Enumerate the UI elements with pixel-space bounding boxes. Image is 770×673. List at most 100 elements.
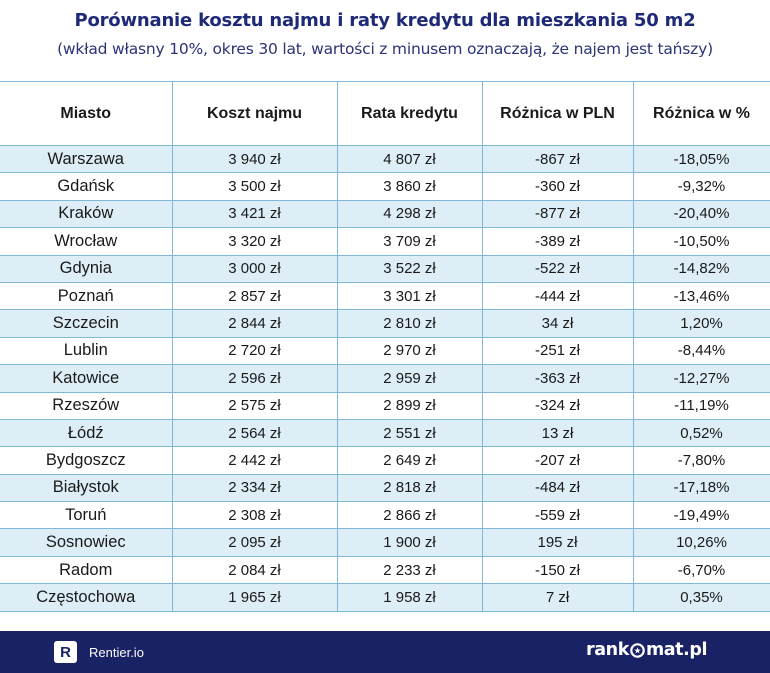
city-cell: Warszawa [0, 144, 172, 173]
diff-pln-cell: 13 zł [481, 418, 633, 447]
column-header-loan: Rata kredytu [336, 81, 482, 146]
diff-percent-cell: 0,35% [632, 583, 770, 612]
table-row: Gdynia 3 000 zł 3 522 zł -522 zł -14,82% [0, 254, 770, 283]
loan-cell: 1 900 zł [336, 528, 482, 557]
city-cell: Kraków [0, 199, 172, 228]
city-cell: Katowice [0, 364, 172, 393]
rankomat-brand-part2: mat.pl [645, 640, 708, 660]
loan-cell: 2 899 zł [336, 391, 482, 420]
table-row: Wrocław 3 320 zł 3 709 zł -389 zł -10,50% [0, 227, 770, 256]
diff-percent-cell: -8,44% [632, 336, 770, 365]
table-row: Bydgoszcz 2 442 zł 2 649 zł -207 zł -7,80% [0, 446, 770, 475]
diff-percent-cell: -10,50% [632, 227, 770, 256]
diff-percent-cell: -7,80% [632, 446, 770, 475]
table-header-row: Miasto Koszt najmu Rata kredytu Różnica … [0, 81, 770, 146]
rentier-brand[interactable]: R Rentier.io [54, 641, 144, 663]
rent-cell: 2 308 zł [171, 501, 337, 529]
rent-cell: 2 564 zł [171, 418, 337, 447]
comparison-table: Miasto Koszt najmu Rata kredytu Różnica … [0, 81, 770, 612]
loan-cell: 3 709 zł [336, 227, 482, 256]
table-row: Gdańsk 3 500 zł 3 860 zł -360 zł -9,32% [0, 172, 770, 201]
diff-pln-cell: -360 zł [481, 172, 633, 201]
rent-cell: 2 575 zł [171, 391, 337, 420]
diff-pln-cell: 195 zł [481, 528, 633, 557]
rankomat-brand-part1: rank [586, 640, 629, 660]
city-cell: Toruń [0, 501, 172, 529]
city-cell: Rzeszów [0, 391, 172, 420]
diff-percent-cell: -19,49% [632, 501, 770, 529]
loan-cell: 2 551 zł [336, 418, 482, 447]
table-row: Poznań 2 857 zł 3 301 zł -444 zł -13,46% [0, 281, 770, 310]
diff-pln-cell: -324 zł [481, 391, 633, 420]
city-cell: Poznań [0, 281, 172, 310]
city-cell: Gdańsk [0, 172, 172, 201]
page-title: Porównanie kosztu najmu i raty kredytu d… [74, 10, 696, 31]
table-row: Katowice 2 596 zł 2 959 zł -363 zł -12,27% [0, 364, 770, 393]
rent-cell: 2 596 zł [171, 364, 337, 393]
table-body: Warszawa 3 940 zł 4 807 zł -867 zł -18,05% Gd… [0, 144, 770, 612]
diff-pln-cell: -150 zł [481, 555, 633, 584]
diff-percent-cell: 1,20% [632, 309, 770, 338]
loan-cell: 2 810 zł [336, 309, 482, 338]
loan-cell: 4 807 zł [336, 144, 482, 173]
diff-pln-cell: -444 zł [481, 281, 633, 310]
city-cell: Bydgoszcz [0, 446, 172, 475]
diff-percent-cell: -20,40% [632, 199, 770, 228]
diff-percent-cell: 0,52% [632, 418, 770, 447]
rankomat-brand[interactable]: rank mat.pl [586, 640, 708, 660]
loan-cell: 3 301 zł [336, 281, 482, 310]
diff-percent-cell: 10,26% [632, 528, 770, 557]
table-row: Toruń 2 308 zł 2 866 zł -559 zł -19,49% [0, 501, 770, 529]
city-cell: Sosnowiec [0, 528, 172, 557]
loan-cell: 2 233 zł [336, 555, 482, 584]
city-cell: Lublin [0, 336, 172, 365]
city-cell: Częstochowa [0, 583, 172, 612]
diff-pln-cell: -522 zł [481, 254, 633, 283]
diff-pln-cell: -207 zł [481, 446, 633, 475]
table-row: Radom 2 084 zł 2 233 zł -150 zł -6,70% [0, 555, 770, 584]
diff-pln-cell: -484 zł [481, 473, 633, 502]
loan-cell: 3 522 zł [336, 254, 482, 283]
diff-pln-cell: -877 zł [481, 199, 633, 228]
loan-cell: 2 970 zł [336, 336, 482, 365]
city-cell: Gdynia [0, 254, 172, 283]
column-header-city: Miasto [0, 81, 172, 146]
rent-cell: 1 965 zł [171, 583, 337, 612]
rentier-logo-icon: R [54, 641, 77, 663]
city-cell: Radom [0, 555, 172, 584]
column-header-rent: Koszt najmu [171, 81, 337, 146]
diff-pln-cell: 7 zł [481, 583, 633, 612]
loan-cell: 4 298 zł [336, 199, 482, 228]
table-row: Sosnowiec 2 095 zł 1 900 zł 195 zł 10,26% [0, 528, 770, 557]
diff-percent-cell: -14,82% [632, 254, 770, 283]
table-row: Szczecin 2 844 zł 2 810 zł 34 zł 1,20% [0, 309, 770, 338]
diff-pln-cell: -389 zł [481, 227, 633, 256]
rent-cell: 2 095 zł [171, 528, 337, 557]
table-row: Kraków 3 421 zł 4 298 zł -877 zł -20,40% [0, 199, 770, 228]
page-subtitle: (wkład własny 10%, okres 30 lat, wartośc… [57, 40, 713, 58]
rent-cell: 3 000 zł [171, 254, 337, 283]
diff-pln-cell: -363 zł [481, 364, 633, 393]
loan-cell: 2 866 zł [336, 501, 482, 529]
rent-cell: 2 334 zł [171, 473, 337, 502]
table-row: Lublin 2 720 zł 2 970 zł -251 zł -8,44% [0, 336, 770, 365]
rent-cell: 3 320 zł [171, 227, 337, 256]
city-cell: Wrocław [0, 227, 172, 256]
table-row: Warszawa 3 940 zł 4 807 zł -867 zł -18,05% [0, 144, 770, 173]
diff-percent-cell: -9,32% [632, 172, 770, 201]
rent-cell: 3 500 zł [171, 172, 337, 201]
rent-cell: 2 084 zł [171, 555, 337, 584]
rent-cell: 2 442 zł [171, 446, 337, 475]
diff-percent-cell: -17,18% [632, 473, 770, 502]
city-cell: Szczecin [0, 309, 172, 338]
loan-cell: 2 649 zł [336, 446, 482, 475]
diff-pln-cell: -559 zł [481, 501, 633, 529]
rent-cell: 3 421 zł [171, 199, 337, 228]
diff-percent-cell: -11,19% [632, 391, 770, 420]
column-header-diff-pln: Różnica w PLN [481, 81, 633, 146]
loan-cell: 1 958 zł [336, 583, 482, 612]
table-row: Łódź 2 564 zł 2 551 zł 13 zł 0,52% [0, 418, 770, 447]
diff-pln-cell: 34 zł [481, 309, 633, 338]
table-row: Częstochowa 1 965 zł 1 958 zł 7 zł 0,35% [0, 583, 770, 612]
diff-percent-cell: -12,27% [632, 364, 770, 393]
